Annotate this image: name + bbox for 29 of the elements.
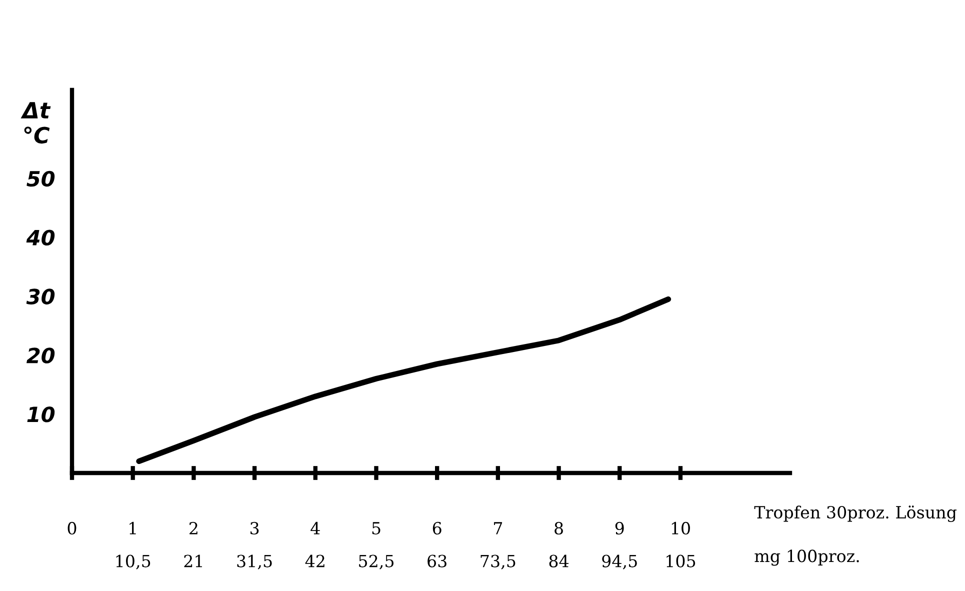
x-axis-title: Tropfen 30proz. Lösung	[754, 506, 957, 522]
x2-tick-label: 63	[428, 554, 446, 568]
x-tick-label: 4	[310, 522, 320, 534]
x2-tick-label: 105	[666, 554, 696, 568]
x2-tick-label: 42	[305, 554, 324, 568]
x2-tick-label: 31,5	[237, 554, 272, 570]
y-tick-label: 50	[26, 170, 55, 187]
x-tick-label: 1	[130, 522, 136, 534]
x2-tick-label: 52,5	[359, 554, 394, 570]
x-tick-label: 10	[672, 522, 690, 535]
x-tick-label: 2	[190, 522, 198, 534]
x-tick-label: 9	[615, 522, 624, 535]
y-tick-label: 20	[26, 348, 55, 364]
x-tick-label: 0	[68, 522, 76, 535]
x2-tick-label: 21	[184, 554, 202, 568]
y-axis-title: Δt °C	[20, 102, 51, 144]
x-tick-label: 5	[372, 522, 380, 535]
x-tick-label: 7	[494, 522, 502, 534]
y-tick-label: 40	[26, 230, 55, 246]
x2-axis-title: mg 100proz.	[754, 550, 859, 566]
y-tick-label: 30	[26, 288, 55, 304]
x2-tick-label: 10,5	[116, 554, 150, 570]
x2-tick-label: 73,5	[480, 554, 516, 570]
x2-tick-label: 94,5	[602, 554, 637, 570]
y-tick-label: 10	[27, 406, 55, 422]
x2-tick-label: 84	[549, 554, 569, 568]
x-tick-label: 8	[554, 522, 563, 535]
x-tick-label: 3	[250, 522, 259, 535]
x-tick-label: 6	[432, 522, 442, 535]
